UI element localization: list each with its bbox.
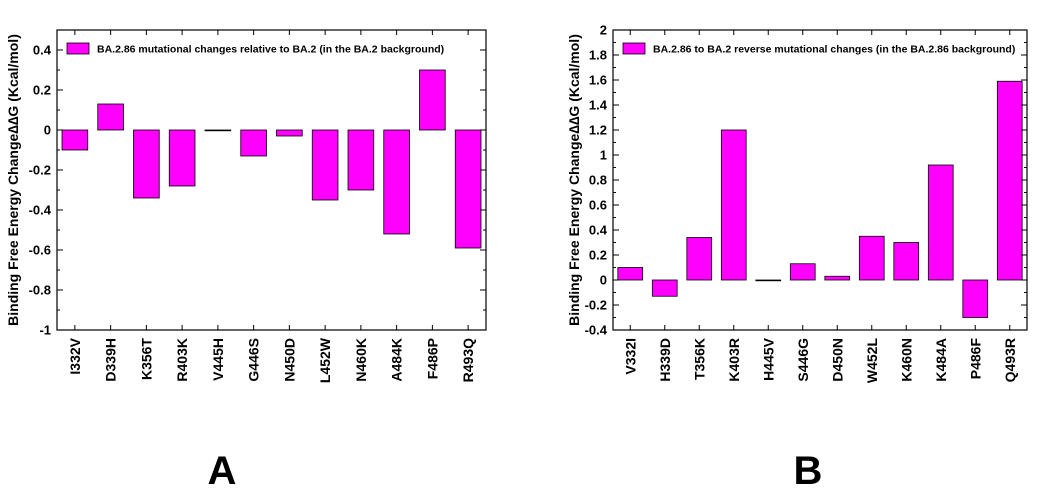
y-tick-label: -0.4 [29, 203, 52, 218]
x-category-label: K460N [898, 338, 914, 382]
y-tick-label: 0 [44, 123, 51, 138]
y-axis-title: Binding Free Energy Change∆∆G (Kcal/mol) [566, 34, 582, 326]
bar-k356t [133, 129, 160, 199]
y-tick-label: -1 [39, 323, 51, 338]
bar-k460n [893, 242, 920, 281]
y-tick-label: 1.6 [589, 73, 607, 88]
x-category-label: R403K [174, 338, 190, 382]
bar-q493r [996, 80, 1023, 281]
x-category-label: W452L [864, 338, 880, 384]
bar-d339h [97, 103, 124, 131]
chart-panel-a: -1 -0.8 -0.6 -0.4 -0.2 0 0.2 0.4 I332V D339H K356T… [5, 29, 487, 492]
bar-a484k [383, 129, 410, 235]
x-category-label: N450D [281, 338, 297, 382]
x-category-label: H445V [760, 337, 776, 380]
bar-n450d [276, 129, 303, 137]
bar-l452w [311, 129, 339, 201]
x-category-label: V445H [210, 338, 226, 381]
x-category-label: D339H [103, 338, 119, 382]
y-tick-label: -0.4 [585, 323, 608, 338]
bar-v332i [617, 267, 644, 281]
plot-frame [56, 29, 487, 331]
bar-f486p [419, 69, 446, 131]
x-category-label: D450N [829, 338, 845, 382]
panel-label-a: A [208, 449, 237, 492]
y-tick-label: -0.2 [585, 298, 607, 313]
legend-swatch [622, 42, 646, 55]
y-tick-label: -0.2 [29, 163, 51, 178]
legend-label: BA.2.86 to BA.2 reverse mutational chang… [653, 44, 1015, 56]
y-tick-label: -0.6 [29, 243, 51, 258]
x-category-label: K356T [138, 338, 154, 380]
x-category-label: G446S [246, 338, 262, 382]
x-category-label: N460K [353, 338, 369, 382]
legend-swatch [66, 42, 90, 55]
y-tick-label: 1 [600, 148, 607, 163]
bar-p486f [962, 279, 989, 318]
x-category-label: F486P [424, 338, 440, 379]
x-category-label: A484K [389, 338, 405, 382]
bar-k484a [927, 164, 954, 281]
legend-label: BA.2.86 mutational changes relative to B… [97, 44, 444, 56]
bar-i332v [61, 129, 89, 151]
y-tick-label: 0.4 [589, 223, 608, 238]
bar-h445v [755, 279, 782, 282]
y-axis-title: Binding Free Energy Change∆∆G (Kcal/mol) [5, 34, 21, 326]
bar-g446s [240, 129, 267, 157]
chart-panel-b: -0.4 -0.2 0 0.2 0.4 0.6 0.8 1 1.2 1.4 1.6 1.8 2 V332I… [566, 23, 1028, 492]
bar-h339d [651, 279, 678, 297]
bar-r403k [168, 129, 196, 187]
y-tick-label: -0.8 [29, 283, 51, 298]
y-tick-label: 1.8 [589, 48, 607, 63]
x-category-label: Q493R [1002, 338, 1018, 382]
y-tick-label: 1.4 [589, 98, 608, 113]
x-category-label: R493Q [460, 338, 476, 382]
y-tick-label: 0.6 [589, 198, 607, 213]
y-tick-label: 0.4 [33, 43, 52, 58]
x-category-label: S446G [795, 338, 811, 382]
bar-w452l [858, 235, 885, 281]
panel-label-b: B [794, 449, 823, 492]
y-tick-label: 0 [600, 273, 607, 288]
y-tick-label: 1.2 [589, 123, 607, 138]
x-category-label: K403R [726, 338, 742, 382]
y-tick-label: 0.2 [589, 248, 607, 263]
bar-v445h [204, 129, 232, 132]
bar-n460k [347, 129, 375, 191]
x-category-label: L452W [317, 337, 333, 383]
x-category-label: K484A [933, 338, 949, 382]
y-tick-label: 0.8 [589, 173, 607, 188]
bar-r493q [454, 129, 482, 249]
bar-t356k [686, 237, 713, 281]
bar-d450n [824, 275, 851, 281]
y-tick-label: 2 [600, 23, 607, 38]
x-category-label: I332V [67, 337, 83, 374]
x-category-label: P486F [967, 338, 983, 380]
x-category-label: V332I [622, 338, 638, 375]
bar-k403r [720, 129, 747, 281]
x-category-label: T356K [691, 338, 707, 380]
y-tick-label: 0.2 [33, 83, 51, 98]
bar-s446g [789, 263, 816, 281]
x-category-label: H339D [657, 338, 673, 382]
